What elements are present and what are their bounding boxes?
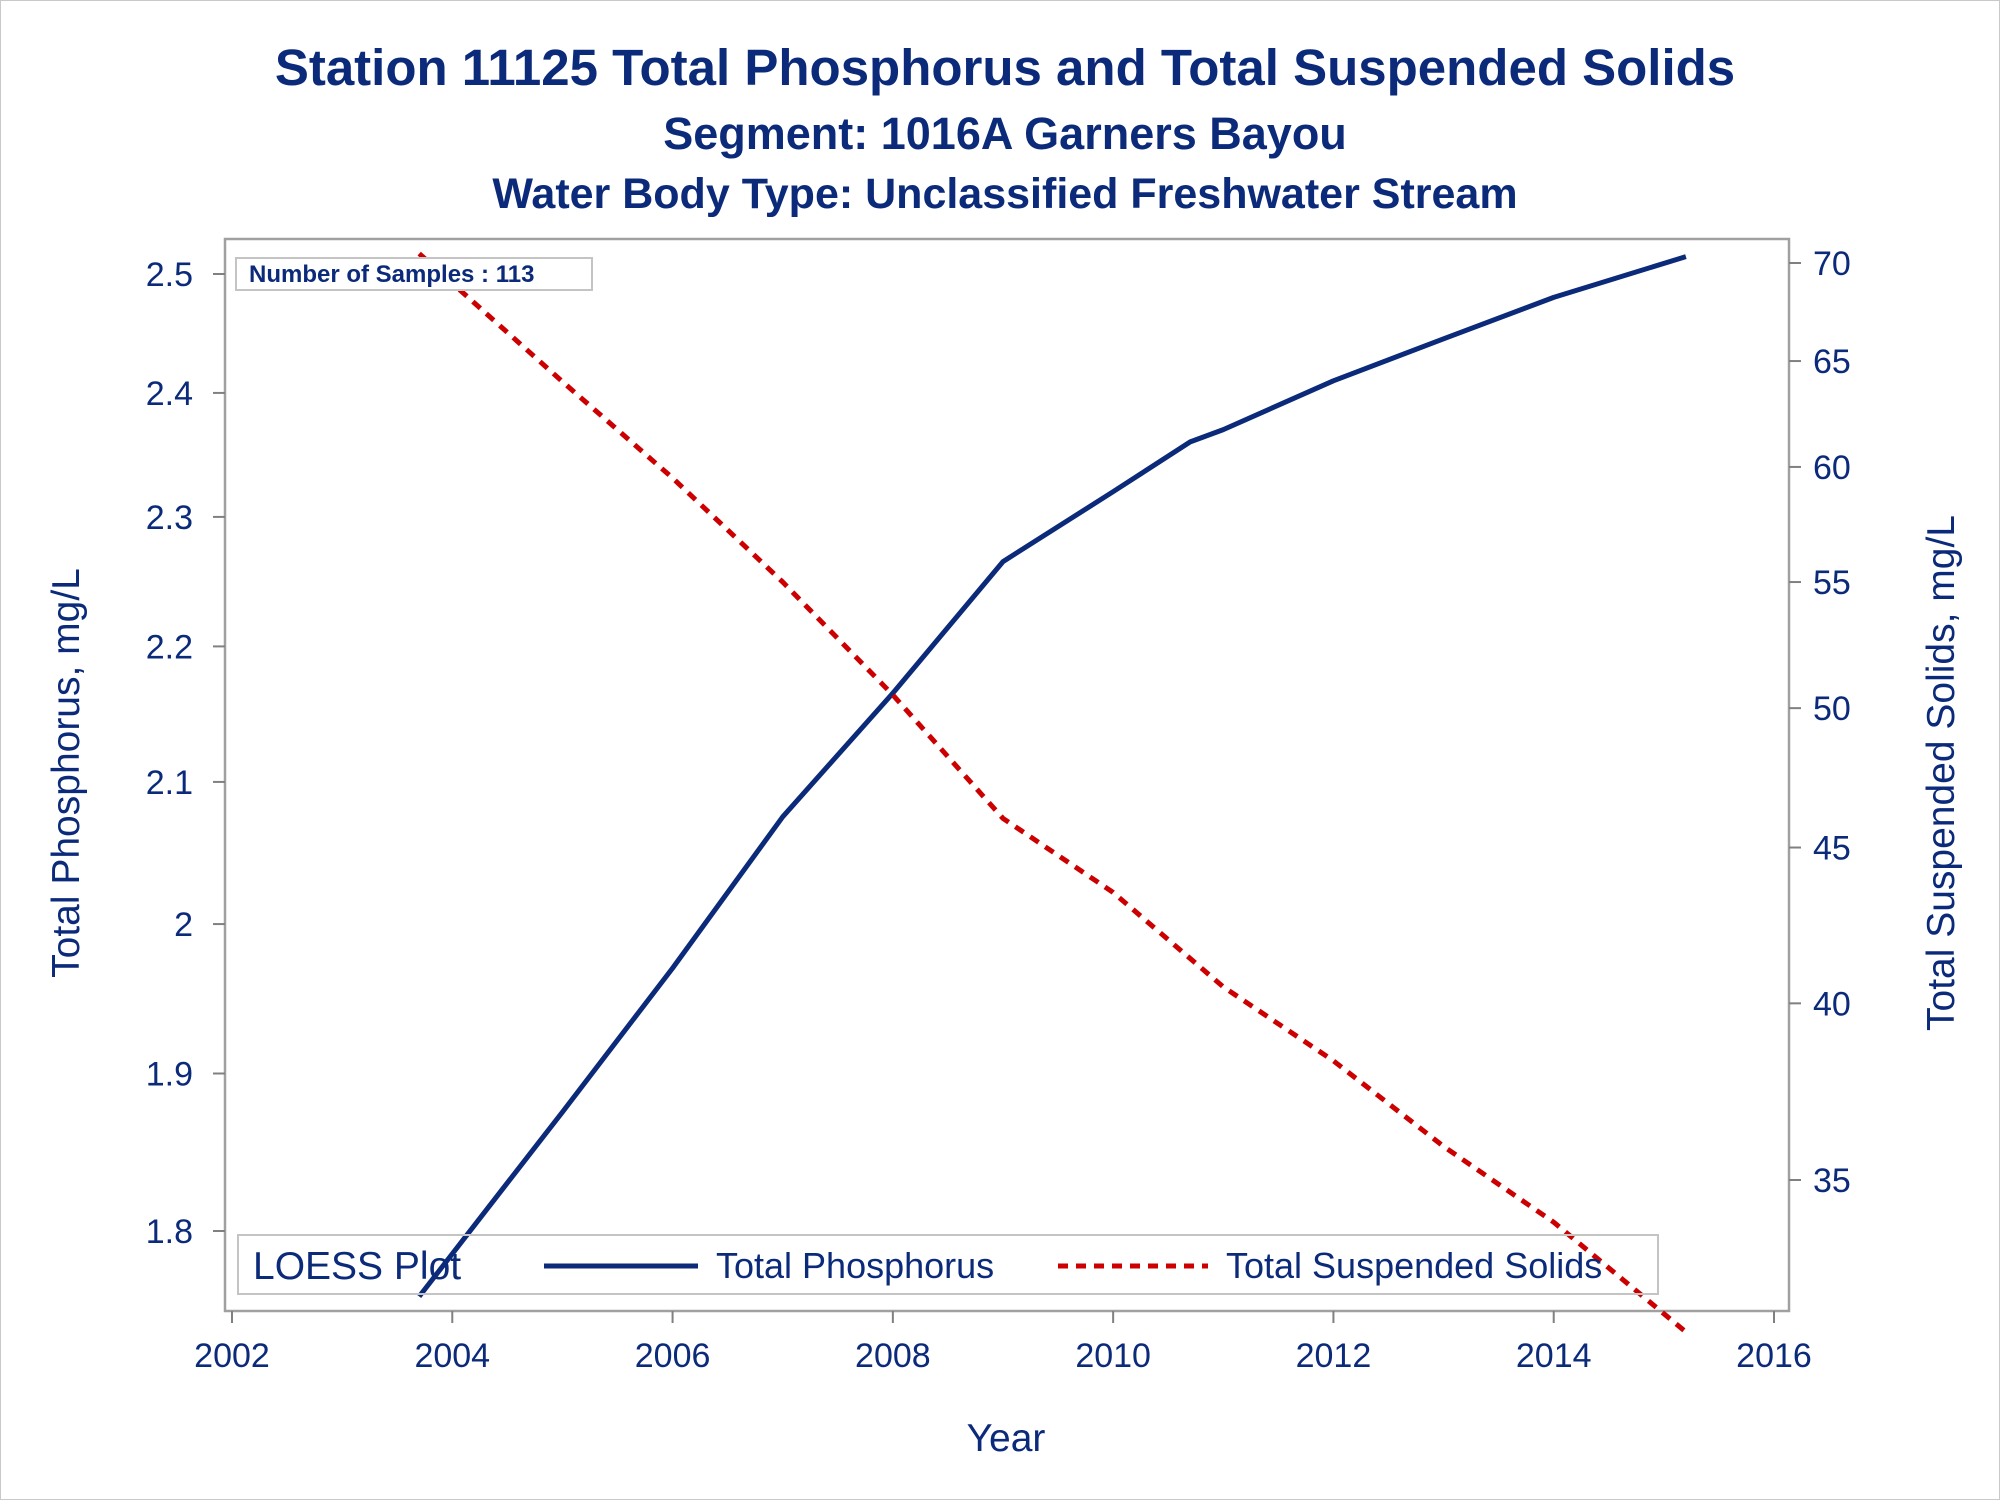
- x-tick-label: 2004: [414, 1337, 490, 1375]
- y-left-tick-label: 2.1: [146, 764, 193, 802]
- y-left-tick-label: 2.2: [146, 628, 193, 666]
- y-right-tick-label: 45: [1813, 830, 1851, 868]
- y-right-tick-label: 35: [1813, 1162, 1851, 1200]
- x-tick-label: 2014: [1516, 1337, 1592, 1375]
- y-left-tick-label: 1.8: [146, 1213, 193, 1251]
- y-left-tick-label: 2.5: [146, 256, 193, 294]
- chart-subtitle: Segment: 1016A Garners Bayou: [663, 108, 1347, 159]
- y-right-tick-label: 50: [1813, 690, 1851, 728]
- y-right-tick-label: 55: [1813, 564, 1851, 602]
- y-left-axis-ticks: 1.8 1.9 2 2.1 2.2 2.3 2.4 2.5: [146, 256, 225, 1251]
- plot-area: [223, 237, 1791, 1313]
- legend-label-total-suspended-solids: Total Suspended Solids: [1226, 1245, 1602, 1286]
- series-line-total-suspended-solids: [417, 251, 1688, 1334]
- chart-title: Station 11125 Total Phosphorus and Total…: [275, 39, 1735, 96]
- x-tick-label: 2008: [855, 1337, 931, 1375]
- series-line-total-phosphorus: [417, 254, 1687, 1299]
- x-tick-label: 2006: [635, 1337, 711, 1375]
- y-right-axis-ticks: 35 40 45 50 55 60 65 70: [1789, 245, 1851, 1200]
- x-tick-label: 2012: [1296, 1337, 1372, 1375]
- legend-title: LOESS Plot: [253, 1245, 461, 1288]
- y-right-tick-label: 70: [1813, 245, 1851, 283]
- y-right-tick-label: 65: [1813, 343, 1851, 381]
- x-tick-label: 2002: [194, 1337, 270, 1375]
- x-axis-label: Year: [967, 1417, 1046, 1460]
- y-right-tick-label: 60: [1813, 449, 1851, 487]
- y-left-axis-label: Total Phosphorus, mg/L: [45, 568, 88, 978]
- sample-count-box: [235, 257, 593, 291]
- y-right-tick-label: 40: [1813, 985, 1851, 1023]
- legend-label-total-phosphorus: Total Phosphorus: [716, 1245, 994, 1286]
- x-tick-label: 2016: [1736, 1337, 1812, 1375]
- y-left-tick-label: 2.4: [146, 375, 193, 413]
- x-axis-ticks: 2002 2004 2006 2008 2010 2012 2014 2016: [194, 1311, 1812, 1375]
- y-right-axis-label: Total Suspended Solids, mg/L: [1920, 515, 1963, 1031]
- y-left-tick-label: 2: [174, 906, 193, 944]
- legend-box: [237, 1234, 1659, 1295]
- series-lines: [417, 251, 1688, 1334]
- x-tick-label: 2010: [1075, 1337, 1151, 1375]
- y-left-tick-label: 1.9: [146, 1055, 193, 1093]
- y-left-tick-label: 2.3: [146, 499, 193, 537]
- sample-count-text: Number of Samples : 113: [249, 261, 534, 288]
- chart-subtitle-2: Water Body Type: Unclassified Freshwater…: [492, 170, 1517, 218]
